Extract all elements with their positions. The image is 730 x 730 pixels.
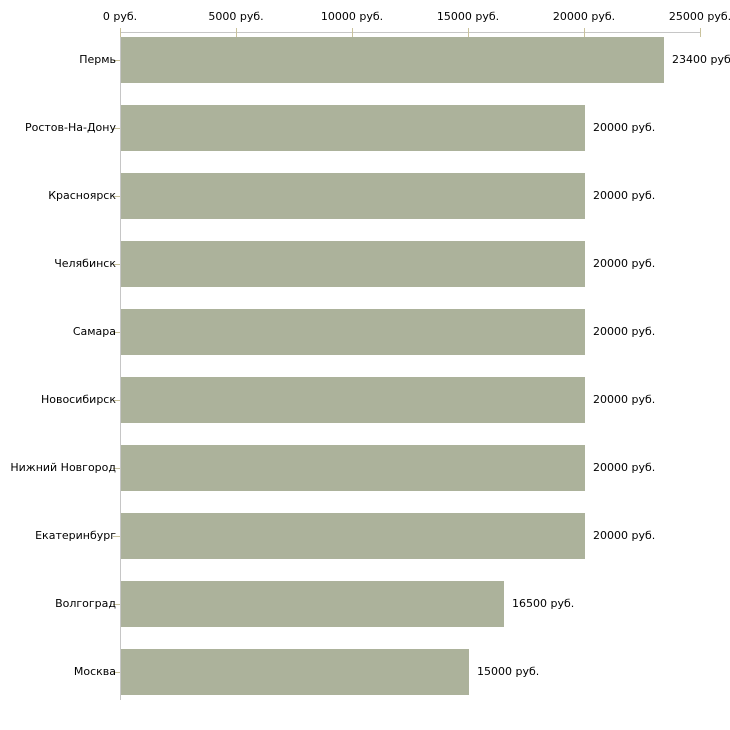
category-label: Екатеринбург <box>35 529 116 542</box>
y-tick <box>113 400 120 401</box>
bar <box>121 173 585 219</box>
x-tick-label: 15000 руб. <box>436 10 500 23</box>
x-tick-label: 0 руб. <box>102 10 138 23</box>
value-label: 20000 руб. <box>593 529 656 542</box>
category-label: Волгоград <box>55 597 116 610</box>
y-tick <box>113 604 120 605</box>
category-label: Самара <box>72 325 116 338</box>
category-label: Ростов-На-Дону <box>24 121 116 134</box>
category-label: Новосибирск <box>40 393 116 406</box>
bar <box>121 377 585 423</box>
y-tick <box>113 60 120 61</box>
value-label: 20000 руб. <box>593 257 656 270</box>
bar <box>121 309 585 355</box>
x-tick-label: 25000 руб. <box>668 10 730 23</box>
y-tick <box>113 128 120 129</box>
bar <box>121 649 469 695</box>
x-tick-label: 20000 руб. <box>552 10 616 23</box>
bar <box>121 241 585 287</box>
bar <box>121 513 585 559</box>
x-tick <box>700 28 701 37</box>
y-tick <box>113 672 120 673</box>
value-label: 20000 руб. <box>593 189 656 202</box>
value-label: 16500 руб. <box>512 597 575 610</box>
category-label: Нижний Новгород <box>10 461 116 474</box>
x-tick <box>352 28 353 37</box>
y-tick <box>113 536 120 537</box>
category-label: Пермь <box>79 53 116 66</box>
y-tick <box>113 264 120 265</box>
bar <box>121 105 585 151</box>
x-tick <box>120 28 121 37</box>
bar <box>121 37 664 83</box>
category-label: Челябинск <box>54 257 116 270</box>
bar <box>121 581 504 627</box>
y-tick <box>113 196 120 197</box>
x-tick <box>468 28 469 37</box>
value-label: 20000 руб. <box>593 393 656 406</box>
x-tick-label: 5000 руб. <box>208 10 264 23</box>
y-tick <box>113 468 120 469</box>
bar <box>121 445 585 491</box>
value-label: 20000 руб. <box>593 121 656 134</box>
y-tick <box>113 332 120 333</box>
category-label: Москва <box>73 665 116 678</box>
y-axis-line <box>120 32 121 700</box>
x-tick <box>584 28 585 37</box>
value-label: 20000 руб. <box>593 461 656 474</box>
x-tick <box>236 28 237 37</box>
category-label: Красноярск <box>48 189 116 202</box>
value-label: 20000 руб. <box>593 325 656 338</box>
x-tick-label: 10000 руб. <box>320 10 384 23</box>
x-axis-line <box>120 32 701 33</box>
value-label: 15000 руб. <box>477 665 540 678</box>
value-label: 23400 руб. <box>672 53 730 66</box>
